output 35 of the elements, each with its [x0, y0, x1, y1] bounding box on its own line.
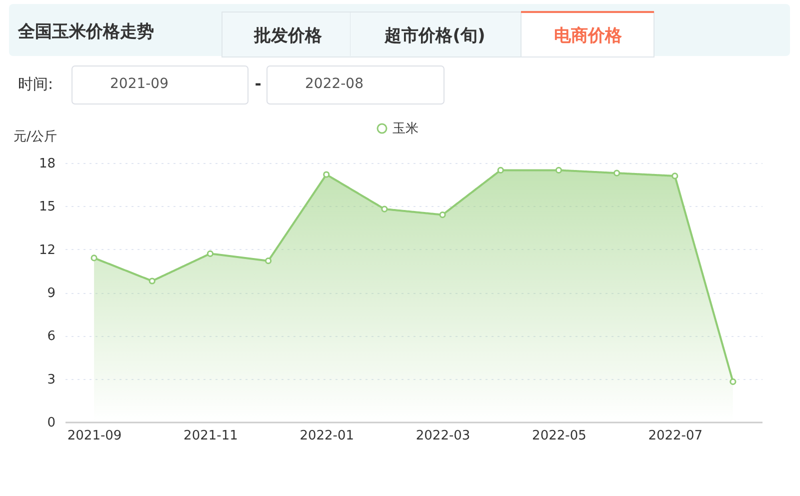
text: 2022-08	[305, 76, 364, 92]
y-tick-label: 0	[47, 416, 56, 430]
y-tick-label: 12	[38, 242, 56, 258]
x-tick-label: 2022-01	[300, 428, 354, 444]
y-axis-title: 元/公斤	[14, 130, 57, 144]
point	[497, 166, 504, 174]
point	[90, 254, 98, 262]
point	[206, 250, 214, 257]
text: 电商价格	[554, 26, 623, 46]
point	[730, 378, 736, 386]
text: 2021-09	[110, 76, 168, 92]
text: 批发价格	[253, 26, 323, 46]
y-tick-label: 3	[47, 372, 56, 388]
legend-label: 玉米	[392, 122, 418, 136]
text: -	[254, 74, 262, 93]
text: 超市价格(旬)	[384, 26, 486, 46]
x-tick-label: 2022-07	[648, 428, 703, 444]
x-tick-label: 2022-03	[416, 428, 470, 444]
point	[323, 171, 330, 178]
x-tick-label: 2022-05	[532, 428, 586, 444]
point	[264, 258, 272, 264]
y-tick-label: 18	[38, 156, 56, 172]
point	[613, 170, 620, 176]
x-tick-label: 2021-09	[67, 428, 122, 444]
y-tick-label: 6	[47, 329, 56, 344]
y-tick-label: 9	[47, 286, 56, 301]
point	[439, 212, 446, 218]
y-tick-label: 15	[38, 200, 56, 215]
point	[672, 172, 678, 180]
x-tick-label: 2021-11	[184, 428, 238, 444]
point	[381, 206, 388, 212]
text: 时间:	[18, 75, 54, 93]
point	[555, 166, 562, 174]
point	[148, 278, 156, 284]
chart-title: 全国玉米价格走势	[17, 22, 154, 42]
